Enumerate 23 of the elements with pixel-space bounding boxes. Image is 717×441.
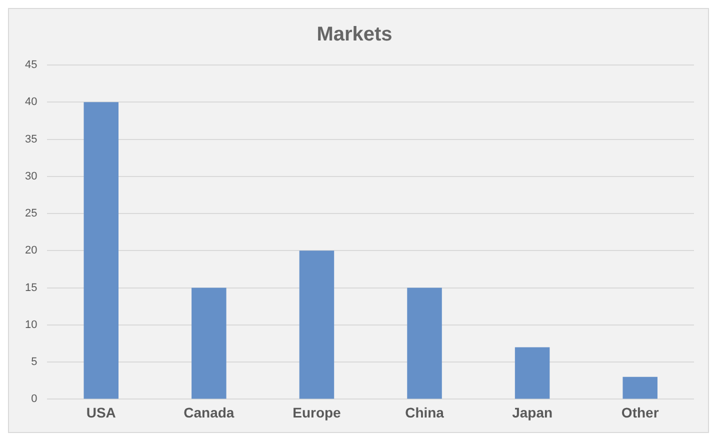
x-tick-label: Other — [621, 404, 660, 420]
bar — [622, 376, 658, 399]
y-tick-label: 10 — [24, 318, 38, 331]
y-tick-label: 35 — [24, 133, 38, 146]
y-tick-label: 15 — [24, 282, 38, 294]
y-tick-label: 30 — [24, 170, 38, 182]
x-tick-label: China — [405, 404, 444, 420]
bar — [84, 102, 119, 399]
x-tick-label: Europe — [292, 404, 342, 420]
x-tick-label: USA — [86, 404, 116, 420]
y-tick-label: 5 — [31, 356, 38, 368]
x-tick-label: Canada — [184, 404, 234, 420]
x-tick-label: Japan — [512, 404, 553, 420]
y-tick-label: 45 — [24, 59, 38, 72]
y-tick-label: 0 — [31, 393, 38, 406]
bar — [514, 347, 550, 399]
bar — [407, 288, 442, 399]
chart-title: Markets — [316, 24, 392, 46]
y-tick-label: 20 — [24, 244, 38, 257]
bar — [192, 288, 226, 399]
y-tick-label: 40 — [24, 96, 38, 108]
bar — [299, 250, 334, 399]
y-tick-label: 25 — [24, 208, 38, 220]
